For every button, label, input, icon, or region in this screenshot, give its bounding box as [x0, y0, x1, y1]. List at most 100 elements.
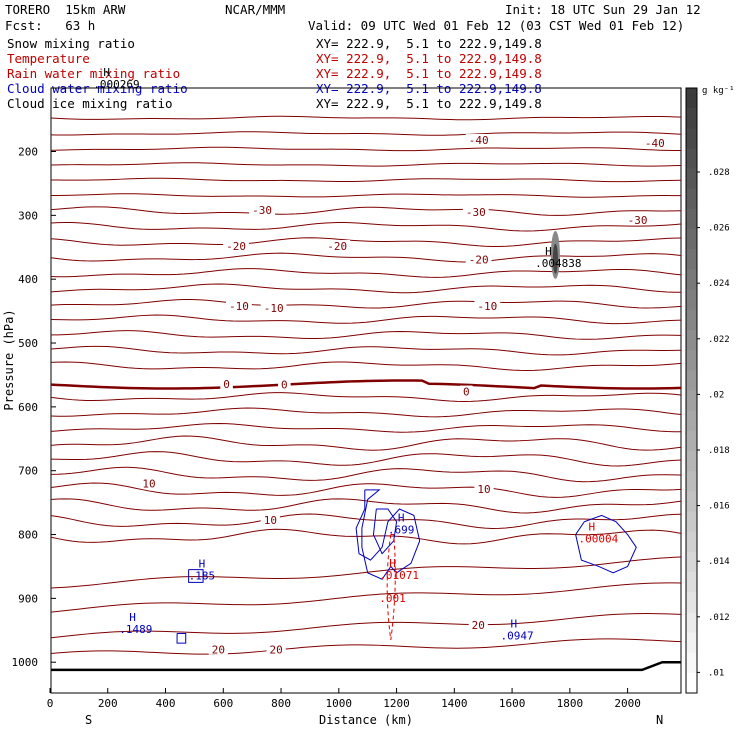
extremum-value: .1489	[119, 623, 152, 636]
isotherm	[50, 162, 682, 167]
isotherm-label-bg	[465, 134, 492, 146]
colorbar-swatch	[686, 330, 697, 352]
isotherm-label-bg	[474, 299, 501, 311]
isotherm	[50, 115, 682, 121]
isotherm-label-bg	[641, 137, 668, 149]
field-name: Cloud ice mixing ratio	[7, 96, 173, 111]
colorbar-swatch	[686, 309, 697, 331]
y-tick-label: 500	[18, 337, 38, 350]
cloud-water-contour	[188, 569, 204, 583]
extremum-value: .004838	[535, 257, 581, 270]
extremum-marker: H	[129, 611, 136, 624]
colorbar-tick-label: .01	[708, 668, 724, 678]
colorbar-swatch	[686, 652, 697, 674]
isotherm-label: -40	[469, 134, 489, 147]
isotherm	[50, 221, 682, 232]
isotherm-label-bg	[223, 239, 249, 251]
extremum-value: .001	[379, 592, 406, 605]
y-tick-label: 700	[18, 465, 38, 478]
colorbar-swatch	[686, 551, 697, 573]
y-tick-label: 800	[18, 529, 38, 542]
colorbar-swatch	[686, 209, 697, 231]
extremum-marker: H	[103, 66, 110, 79]
x-tick-label: 600	[213, 697, 233, 710]
colorbar-tick-label: .022	[708, 335, 730, 345]
x-tick-label: 0	[47, 697, 54, 710]
colorbar-swatch	[686, 531, 697, 553]
isotherm-label-bg	[324, 239, 351, 251]
isotherm-label: -40	[645, 137, 665, 150]
isotherm-label: 10	[142, 477, 155, 490]
extremum-marker: H	[545, 245, 552, 258]
y-axis: 200 300 400 500 600 700 800 900 1000 Pressure (hP…	[2, 146, 56, 669]
isotherm	[50, 482, 682, 498]
colorbar-tick-label: .024	[708, 279, 730, 289]
field-name: Rain water mixing ratio	[7, 66, 181, 81]
x-tick-label: 1400	[441, 697, 468, 710]
isotherm	[50, 330, 682, 340]
isotherm	[50, 268, 682, 278]
colorbar-tick-label: .014	[708, 557, 730, 567]
isotherm	[50, 177, 682, 183]
isotherm-label: -30	[252, 204, 272, 217]
isotherm	[50, 638, 682, 655]
isotherm-label: 20	[212, 643, 225, 656]
isotherm-label-bg	[226, 299, 252, 311]
field-name: Temperature	[7, 51, 90, 66]
colorbar-swatch	[686, 168, 697, 190]
isotherm-label-bg	[462, 206, 489, 218]
colorbar-frame	[685, 87, 698, 694]
cloud-water-contour	[176, 632, 187, 644]
extremum-marker: H	[398, 512, 405, 525]
colorbar-swatch	[686, 451, 697, 473]
field-xy: XY= 222.9, 5.1 to 222.9,149.8	[316, 36, 542, 51]
isotherm-label: -30	[628, 214, 648, 227]
colorbar-swatch	[686, 350, 697, 372]
isotherm-label: 10	[264, 514, 277, 527]
isotherm-label: 0	[223, 378, 230, 391]
cloud-water-contour	[575, 514, 637, 574]
isotherm	[50, 131, 682, 136]
colorbar-unit: g kg⁻¹	[702, 86, 735, 96]
colorbar-swatch	[686, 390, 697, 412]
isotherm-label-bg	[474, 483, 494, 495]
isotherm-label: -30	[466, 206, 486, 219]
x-tick-label: 2000	[614, 697, 641, 710]
isotherm	[50, 556, 682, 589]
isotherm-label: -20	[327, 240, 347, 253]
isotherm-label-bg	[249, 204, 275, 216]
extremum-marker: H	[199, 558, 206, 571]
colorbar-tick-label: .016	[708, 502, 730, 512]
extremum-marker: H	[589, 521, 596, 534]
y-tick-label: 900	[18, 592, 38, 605]
isotherm	[50, 466, 682, 483]
freezing-line	[50, 379, 682, 390]
colorbar-swatch	[686, 148, 697, 170]
colorbar-tick-label: .02	[708, 390, 724, 400]
colorbar-tick-label: .028	[708, 168, 730, 178]
model-name: TORERO	[5, 2, 51, 17]
isotherm	[50, 314, 682, 325]
x-tick-label: 800	[271, 697, 291, 710]
isotherm	[50, 193, 682, 198]
x-tick-label: 400	[156, 697, 176, 710]
x-tick-label: 1000	[326, 697, 353, 710]
isotherm	[50, 237, 682, 247]
isotherm-label: -10	[264, 302, 284, 315]
isotherm-label-bg	[139, 477, 159, 489]
colorbar-swatch	[686, 269, 697, 291]
extremum-value: .01071	[379, 569, 419, 582]
isotherm-label: 0	[281, 379, 288, 392]
isotherm	[50, 361, 682, 371]
isotherm-label-bg	[465, 253, 492, 265]
isotherm	[50, 435, 682, 451]
isotherm-label-bg	[624, 213, 651, 225]
isotherm	[50, 345, 682, 356]
terrain-surface	[51, 660, 681, 672]
isotherm	[50, 146, 682, 152]
extremum-marker: H	[389, 557, 396, 570]
north-end-label: N	[656, 713, 663, 727]
field-xy: XY= 222.9, 5.1 to 222.9,149.8	[316, 66, 542, 81]
colorbar-tick-label: .018	[708, 446, 730, 456]
